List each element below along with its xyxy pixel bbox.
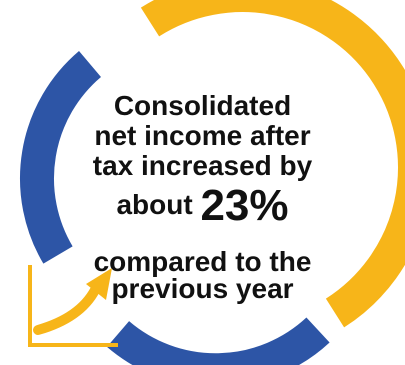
growth-arrow-icon bbox=[28, 265, 118, 347]
ring-segment-yellow bbox=[140, 0, 405, 328]
headline-line-2: net income after bbox=[94, 120, 311, 151]
headline-line-4: about 23% bbox=[0, 184, 405, 228]
headline-line-4-prefix: about bbox=[116, 189, 201, 220]
headline-line-3: tax increased by bbox=[92, 150, 313, 181]
percentage-value: 23% bbox=[200, 181, 289, 230]
headline-line-5: compared to the bbox=[93, 246, 312, 277]
headline-line-1: Consolidated bbox=[113, 90, 292, 121]
ring-segment-blue-bottom bbox=[106, 317, 330, 365]
ring-segment-blue-left bbox=[19, 51, 102, 264]
headline-line-6: previous year bbox=[111, 273, 294, 304]
